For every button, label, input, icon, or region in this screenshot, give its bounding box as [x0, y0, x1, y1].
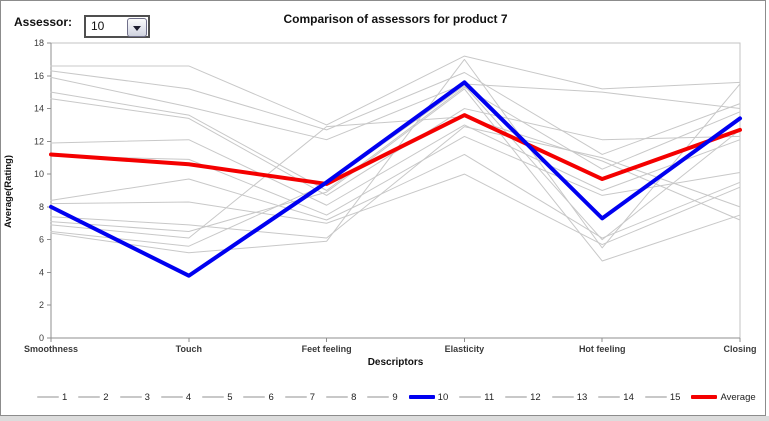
series-line-9 [50, 173, 741, 246]
legend-item-11: 11 [459, 392, 494, 403]
legend-line-marker [326, 396, 349, 398]
x-axis: Smoothness Touch Feet feeling Elasticity Hot… [24, 337, 757, 354]
series-line-11 [50, 126, 741, 239]
chart-title: Comparison of assessors for product 7 [283, 12, 508, 26]
x-category-label: Closing [724, 344, 757, 354]
legend-line-marker [505, 396, 528, 398]
legend-line-marker [243, 396, 266, 398]
y-axis-title: Average(Rating) [3, 154, 14, 228]
x-category-label: Touch [176, 344, 202, 354]
x-axis-title: Descriptors [367, 357, 424, 368]
legend-item-9: 9 [367, 391, 398, 403]
legend-label: 4 [185, 391, 192, 403]
chart-legend: 1 2 3 4 5 6 7 8 9 10 11 12 13 14 15 Average [37, 389, 756, 405]
legend-label: 8 [351, 391, 357, 403]
legend-line-marker [644, 396, 667, 398]
series-line-3 [50, 76, 741, 141]
legend-item-12: 12 [505, 392, 541, 403]
y-tick-label: 4 [39, 267, 44, 277]
legend-label: 12 [530, 391, 541, 403]
legend-line-marker [367, 396, 390, 398]
legend-label: 5 [227, 391, 233, 403]
legend-item-10: 10 [408, 391, 449, 403]
legend-line-marker [459, 396, 482, 398]
y-tick-label: 14 [34, 104, 44, 114]
assessor-dropdown-button[interactable] [127, 18, 147, 37]
legend-label: 11 [484, 391, 495, 403]
legend-label: Average [720, 391, 756, 403]
series-line-8 [50, 153, 741, 239]
legend-line-marker [691, 395, 718, 399]
legend-label: 15 [669, 391, 681, 403]
assessor-label: Assessor: [14, 15, 73, 29]
x-category-label: Smoothness [24, 344, 78, 354]
legend-item-1: 1 [37, 392, 67, 403]
x-category-label: Elasticity [445, 344, 485, 354]
legend-item-15: 15 [644, 391, 681, 403]
y-axis: 0 2 4 6 8 10 12 14 16 18 [34, 38, 52, 343]
legend-item-3: 3 [119, 391, 150, 403]
assessor-combobox[interactable]: 10 [84, 15, 150, 38]
series-line-12 [50, 88, 741, 262]
legend-line-marker [160, 396, 183, 398]
legend-line-marker [598, 396, 621, 398]
y-tick-label: 16 [34, 71, 44, 81]
window-footer-strip [0, 416, 769, 421]
legend-item-4: 4 [160, 391, 192, 403]
legend-item-5: 5 [202, 392, 232, 403]
y-tick-label: 18 [34, 38, 44, 48]
x-category-label: Feet feeling [302, 344, 352, 354]
series-line-Average [49, 113, 742, 186]
legend-item-14: 14 [598, 392, 634, 403]
assessor-combobox-value: 10 [91, 19, 105, 33]
series-line-4 [50, 86, 741, 191]
legend-line-marker [408, 395, 435, 399]
y-tick-label: 2 [39, 300, 44, 310]
legend-item-2: 2 [78, 391, 109, 403]
legend-line-marker [119, 396, 142, 398]
legend-line-marker [551, 396, 574, 398]
legend-label: 10 [437, 391, 449, 403]
legend-label: 3 [144, 391, 150, 403]
series-line-1 [50, 55, 741, 126]
y-tick-label: 10 [34, 169, 44, 179]
series-lines [49, 55, 742, 278]
legend-line-marker [37, 396, 59, 398]
legend-item-Average: Average [691, 391, 756, 403]
legend-item-13: 13 [551, 391, 588, 403]
chevron-down-icon [133, 26, 141, 31]
series-line-5 [50, 98, 741, 196]
series-line-2 [50, 70, 741, 155]
legend-line-marker [284, 396, 307, 398]
legend-item-7: 7 [284, 391, 316, 403]
legend-label: 9 [392, 391, 398, 403]
y-tick-label: 8 [39, 202, 44, 212]
series-line-6 [50, 124, 741, 206]
legend-label: 1 [62, 391, 68, 403]
legend-label: 7 [309, 391, 316, 403]
legend-label: 6 [268, 391, 274, 403]
legend-line-marker [202, 396, 225, 398]
y-tick-label: 6 [39, 235, 44, 245]
legend-label: 14 [623, 391, 634, 403]
legend-label: 2 [103, 391, 109, 403]
x-category-label: Hot feeling [579, 344, 626, 354]
series-line-10 [49, 80, 742, 278]
legend-line-marker [78, 396, 101, 398]
y-tick-label: 0 [39, 333, 44, 343]
legend-item-8: 8 [326, 392, 356, 403]
window-right-margin [766, 0, 769, 421]
legend-label: 13 [576, 391, 588, 403]
legend-item-6: 6 [243, 391, 274, 403]
y-tick-label: 12 [34, 136, 44, 146]
series-line-7 [50, 135, 741, 216]
